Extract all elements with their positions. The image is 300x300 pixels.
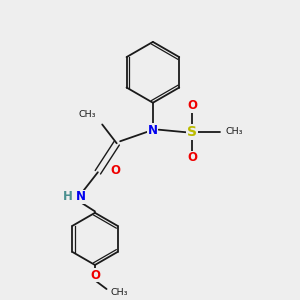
Text: N: N bbox=[76, 190, 85, 203]
Text: O: O bbox=[90, 269, 100, 282]
Text: H: H bbox=[63, 190, 73, 203]
Text: S: S bbox=[187, 125, 197, 139]
Text: CH₃: CH₃ bbox=[79, 110, 96, 119]
Text: O: O bbox=[110, 164, 120, 177]
Text: O: O bbox=[187, 99, 197, 112]
Text: O: O bbox=[187, 151, 197, 164]
Text: CH₃: CH₃ bbox=[111, 288, 128, 297]
Text: N: N bbox=[148, 124, 158, 137]
Text: CH₃: CH₃ bbox=[225, 127, 243, 136]
